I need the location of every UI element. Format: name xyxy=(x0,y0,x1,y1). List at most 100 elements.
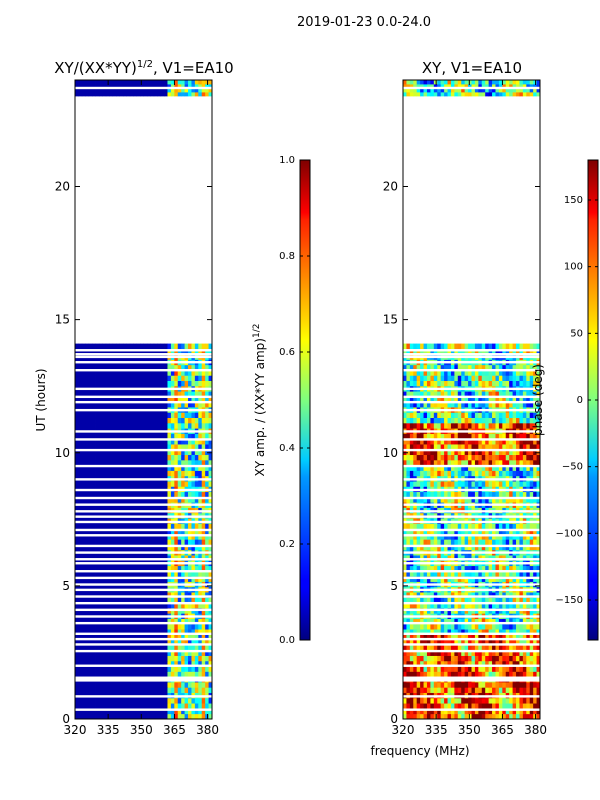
heatmap-cell xyxy=(208,459,212,466)
heatmap-cell xyxy=(485,697,490,704)
heatmap-cell xyxy=(201,528,206,535)
heatmap-cell xyxy=(177,666,182,672)
heatmap-cell xyxy=(129,655,134,662)
heatmap-cell xyxy=(78,459,83,466)
heatmap-cell xyxy=(423,629,428,635)
heatmap-cell xyxy=(78,491,83,498)
heatmap-cell xyxy=(122,570,127,577)
heatmap-cell xyxy=(78,713,83,719)
heatmap-cell xyxy=(116,555,120,561)
heatmap-cell xyxy=(129,91,134,97)
heatmap-cell xyxy=(174,391,179,397)
heatmap-cell xyxy=(444,496,448,503)
heatmap-cell xyxy=(450,544,455,551)
heatmap-cell xyxy=(167,655,172,662)
heatmap-cell xyxy=(188,687,192,693)
heatmap-cell xyxy=(468,671,472,678)
heatmap-cell xyxy=(85,481,90,487)
heatmap-cell xyxy=(109,454,114,461)
heatmap-cell xyxy=(136,671,141,678)
heatmap-cell xyxy=(167,496,172,503)
heatmap-cell xyxy=(102,422,107,429)
heatmap-cell xyxy=(444,623,448,630)
heatmap-cell xyxy=(464,644,469,651)
heatmap-cell xyxy=(498,602,503,609)
heatmap-cell xyxy=(109,660,114,667)
heatmap-cell xyxy=(420,623,424,630)
heatmap-cell xyxy=(184,644,189,651)
heatmap-cell xyxy=(98,470,103,477)
heatmap-cell xyxy=(85,644,90,651)
heatmap-cell xyxy=(444,697,448,704)
heatmap-cell xyxy=(122,454,127,461)
heatmap-cell xyxy=(478,703,483,709)
heatmap-cell xyxy=(409,491,414,498)
heatmap-cell xyxy=(426,544,431,551)
heatmap-cell xyxy=(143,639,148,646)
heatmap-cell xyxy=(136,370,141,376)
heatmap-cell xyxy=(95,433,100,440)
heatmap-cell xyxy=(420,533,424,540)
y-tick-label: 20 xyxy=(55,180,70,194)
heatmap-cell xyxy=(194,449,199,456)
heatmap-cell xyxy=(136,539,141,545)
heatmap-cell xyxy=(143,422,148,429)
heatmap-cell xyxy=(485,602,490,609)
heatmap-cell xyxy=(423,681,428,688)
heatmap-cell xyxy=(140,681,144,688)
heatmap-cell xyxy=(146,459,151,466)
heatmap-cell xyxy=(430,481,435,487)
heatmap-cell xyxy=(133,533,138,540)
heatmap-cell xyxy=(444,671,448,678)
heatmap-cell xyxy=(170,491,175,498)
heatmap-cell xyxy=(181,570,185,577)
heatmap-cell xyxy=(208,422,212,429)
heatmap-cell xyxy=(143,83,148,89)
heatmap-cell xyxy=(102,343,107,350)
heatmap-cell xyxy=(181,364,185,371)
heatmap-cell xyxy=(177,370,182,376)
heatmap-cell xyxy=(478,660,483,667)
heatmap-cell xyxy=(191,470,196,477)
heatmap-cell xyxy=(105,634,110,641)
heatmap-cell xyxy=(143,391,148,397)
heatmap-cell xyxy=(116,422,120,429)
heatmap-cell xyxy=(81,465,86,471)
heatmap-cell xyxy=(444,703,448,709)
heatmap-cell xyxy=(88,401,93,408)
heatmap-cell xyxy=(502,544,507,551)
heatmap-cell xyxy=(150,449,155,456)
heatmap-cell xyxy=(109,570,114,577)
heatmap-cell xyxy=(164,470,168,477)
heatmap-cell xyxy=(201,539,206,545)
heatmap-cell xyxy=(116,375,120,381)
heatmap-cell xyxy=(146,87,151,93)
heatmap-cell xyxy=(444,708,448,715)
heatmap-cell xyxy=(170,343,175,350)
heatmap-cell xyxy=(522,634,527,641)
heatmap-cell xyxy=(88,375,93,381)
missing-data-gap xyxy=(75,551,212,554)
heatmap-cell xyxy=(437,660,442,667)
heatmap-cell xyxy=(478,602,483,609)
heatmap-cell xyxy=(78,697,83,704)
heatmap-cell xyxy=(181,417,185,424)
heatmap-cell xyxy=(194,433,199,440)
heatmap-cell xyxy=(526,528,531,535)
heatmap-cell xyxy=(92,348,96,355)
heatmap-cell xyxy=(409,681,414,688)
heatmap-cell xyxy=(136,602,141,609)
heatmap-cell xyxy=(533,565,537,572)
heatmap-cell xyxy=(454,592,459,598)
heatmap-cell xyxy=(116,438,120,445)
heatmap-cell xyxy=(133,422,138,429)
heatmap-cell xyxy=(461,565,466,572)
heatmap-cell xyxy=(153,422,158,429)
heatmap-cell xyxy=(509,528,513,535)
heatmap-cell xyxy=(133,539,138,545)
heatmap-cell xyxy=(109,655,114,662)
heatmap-cell xyxy=(133,491,138,498)
heatmap-cell xyxy=(177,523,182,530)
heatmap-cell xyxy=(413,623,418,630)
heatmap-cell xyxy=(502,602,507,609)
